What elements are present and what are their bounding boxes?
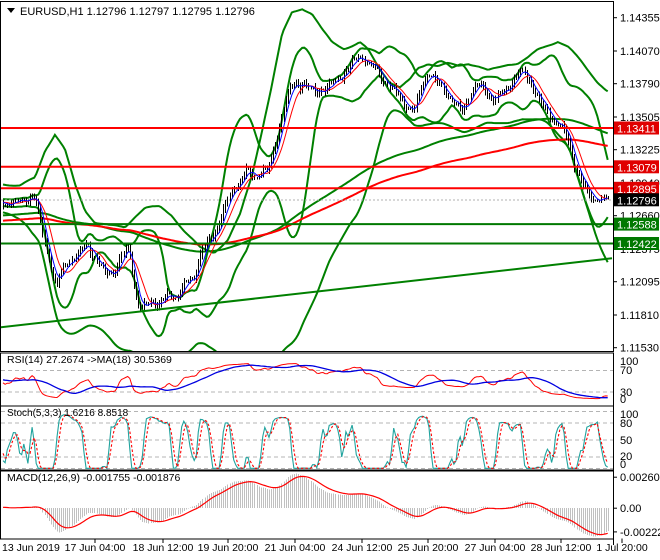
svg-text:RSI(14) 27.2674 ->MA(18) 30.5: RSI(14) 27.2674 ->MA(18) 30.5369 [7,354,172,366]
svg-text:19 Jun 20:00: 19 Jun 20:00 [198,542,259,554]
svg-text:MACD(12,26,9) -0.001755 -0.001: MACD(12,26,9) -0.001755 -0.001876 [7,472,181,484]
svg-text:1.14070: 1.14070 [620,46,660,58]
svg-text:1.11530: 1.11530 [620,343,659,355]
svg-text:50: 50 [620,435,632,447]
svg-text:0.002607: 0.002607 [620,472,660,484]
svg-text:1.12588: 1.12588 [617,220,657,232]
svg-text:1.12796: 1.12796 [617,195,657,207]
svg-text:28 Jun 12:00: 28 Jun 12:00 [531,542,592,554]
svg-text:70: 70 [620,365,632,377]
svg-text:1.11810: 1.11810 [620,310,659,322]
svg-text:17 Jun 04:00: 17 Jun 04:00 [65,542,126,554]
svg-text:1.12895: 1.12895 [617,184,657,196]
svg-text:1.14355: 1.14355 [620,13,660,25]
svg-text:1.13411: 1.13411 [617,124,656,136]
svg-text:1.13505: 1.13505 [620,112,660,124]
svg-text:27 Jun 04:00: 27 Jun 04:00 [465,542,526,554]
svg-text:24 Jun 12:00: 24 Jun 12:00 [332,542,393,554]
svg-text:1.12422: 1.12422 [617,239,657,251]
svg-text:EURUSD,H1 1.12796 1.12797 1.1: EURUSD,H1 1.12796 1.12797 1.12795 1.1279… [20,6,255,18]
svg-text:1 Jul 20:00: 1 Jul 20:00 [596,542,648,554]
svg-text:-0.00222: -0.00222 [620,527,660,539]
svg-text:30: 30 [620,387,632,399]
svg-text:0: 0 [620,459,626,471]
svg-text:13 Jun 2019: 13 Jun 2019 [2,542,60,554]
svg-text:100: 100 [620,356,638,368]
svg-text:20: 20 [620,451,632,463]
svg-text:Stoch(5,3,3) 1.6216 8.8518: Stoch(5,3,3) 1.6216 8.8518 [7,408,129,419]
svg-text:0.00: 0.00 [620,503,641,515]
svg-text:1.13225: 1.13225 [620,145,660,157]
svg-text:1.13790: 1.13790 [620,79,660,91]
svg-text:21 Jun 04:00: 21 Jun 04:00 [265,542,326,554]
svg-text:100: 100 [620,409,638,421]
svg-text:18 Jun 12:00: 18 Jun 12:00 [133,542,194,554]
svg-text:80: 80 [620,418,632,430]
svg-text:1.12095: 1.12095 [620,277,660,289]
svg-text:0: 0 [620,394,626,406]
svg-text:1.13079: 1.13079 [617,162,657,174]
svg-text:25 Jun 20:00: 25 Jun 20:00 [398,542,459,554]
